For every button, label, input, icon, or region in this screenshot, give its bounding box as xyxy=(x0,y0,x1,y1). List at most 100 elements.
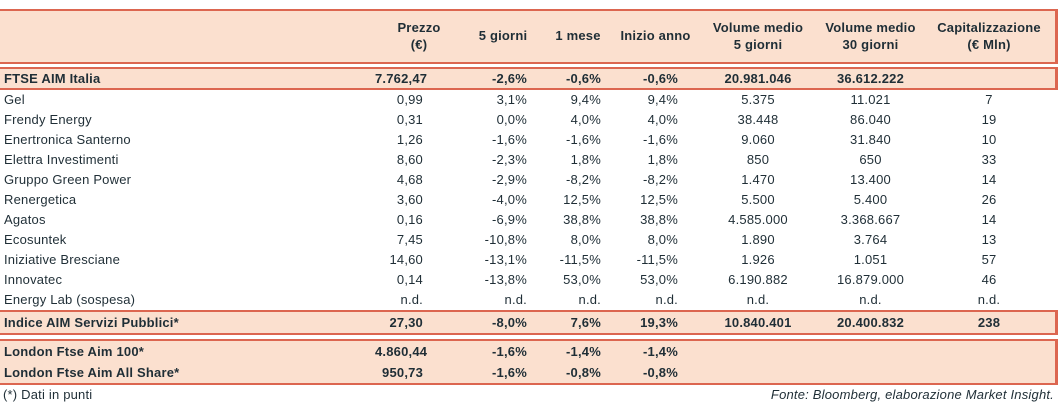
table-row: Indice AIM Servizi Pubblici* 27,30 -8,0% 7,… xyxy=(0,312,1055,333)
cell-pct-inizio-anno: -1,4% xyxy=(643,344,678,359)
cell-vol-medio-5g: 9.060 xyxy=(741,132,775,147)
cell-vol-medio-5g: 5.375 xyxy=(741,92,775,107)
row-label: Iniziative Bresciane xyxy=(4,252,120,267)
cell-pct-5-giorni: -6,9% xyxy=(492,212,527,227)
table-footer: (*) Dati in punti Fonte: Bloomberg, elab… xyxy=(0,385,1058,402)
cell-vol-medio-5g: 20.981.046 xyxy=(724,71,792,86)
column-header-vol-medio-5g: Volume medio 5 giorni xyxy=(712,20,804,52)
cell-capitalizzazione: 57 xyxy=(981,252,997,267)
row-label: London Ftse Aim 100* xyxy=(4,344,145,359)
row-label: FTSE AIM Italia xyxy=(4,71,101,86)
cell-prezzo: 0,14 xyxy=(396,272,423,287)
cell-pct-inizio-anno: 9,4% xyxy=(647,92,678,107)
cell-prezzo: 3,60 xyxy=(396,192,423,207)
cell-pct-5-giorni: -1,6% xyxy=(492,365,527,380)
cell-prezzo: 4,68 xyxy=(396,172,423,187)
cell-vol-medio-30g: 1.051 xyxy=(853,252,888,267)
cell-pct-5-giorni: n.d. xyxy=(504,292,527,307)
cell-capitalizzazione: 14 xyxy=(981,172,997,187)
cell-pct-inizio-anno: -8,2% xyxy=(643,172,678,187)
cell-prezzo: 0,99 xyxy=(396,92,423,107)
column-header-prezzo: Prezzo (€) xyxy=(397,20,441,52)
cell-pct-inizio-anno: -11,5% xyxy=(636,252,678,267)
row-label: Energy Lab (sospesa) xyxy=(4,292,136,307)
aim-italia-table: Prezzo (€) 5 giorni 1 mese Inizio anno Volum… xyxy=(0,9,1058,385)
cell-pct-5-giorni: -10,8% xyxy=(484,232,527,247)
footnote-dati-in-punti: (*) Dati in punti xyxy=(3,387,93,402)
cell-capitalizzazione: 10 xyxy=(981,132,997,147)
table-row: Energy Lab (sospesa) n.d. n.d. n.d. n.d. n.d.… xyxy=(0,290,1058,310)
cell-pct-inizio-anno: -1,6% xyxy=(643,132,678,147)
column-header-capitalizzazione: Capitalizzazione (€ Mln) xyxy=(937,20,1041,52)
cell-pct-inizio-anno: 12,5% xyxy=(640,192,678,207)
cell-pct-5-giorni: -2,3% xyxy=(492,152,527,167)
table-row: Enertronica Santerno 1,26 -1,6% -1,6% -1,6% 9… xyxy=(0,130,1058,150)
cell-capitalizzazione: 46 xyxy=(981,272,997,287)
table-row: Elettra Investimenti 8,60 -2,3% 1,8% 1,8% 850… xyxy=(0,150,1058,170)
cell-vol-medio-5g: 1.926 xyxy=(741,252,775,267)
row-label: Renergetica xyxy=(4,192,77,207)
table-row: London Ftse Aim All Share* 950,73 -1,6% -0,… xyxy=(0,362,1055,383)
cell-pct-5-giorni: 0,0% xyxy=(496,112,527,127)
cell-pct-5-giorni: -2,9% xyxy=(492,172,527,187)
cell-vol-medio-5g: 850 xyxy=(746,152,770,167)
table-row: Frendy Energy 0,31 0,0% 4,0% 4,0% 38.448 86.04… xyxy=(0,110,1058,130)
table-row: Agatos 0,16 -6,9% 38,8% 38,8% 4.585.000 3.368.… xyxy=(0,210,1058,230)
indice-aim-servizi-pubblici-section: Indice AIM Servizi Pubblici* 27,30 -8,0% 7,… xyxy=(0,310,1058,335)
cell-capitalizzazione xyxy=(923,69,1055,88)
cell-vol-medio-30g: n.d. xyxy=(859,292,882,307)
cell-pct-inizio-anno: 19,3% xyxy=(640,315,678,330)
cell-vol-medio-5g: 4.585.000 xyxy=(728,212,788,227)
cell-pct-5-giorni: -13,8% xyxy=(484,272,527,287)
cell-pct-1-mese: -1,4% xyxy=(566,344,601,359)
cell-pct-1-mese: 12,5% xyxy=(563,192,601,207)
cell-pct-inizio-anno: 8,0% xyxy=(647,232,678,247)
cell-prezzo: 4.860,44 xyxy=(375,344,428,359)
cell-capitalizzazione: n.d. xyxy=(977,292,1001,307)
cell-pct-5-giorni: -4,0% xyxy=(492,192,527,207)
cell-capitalizzazione: 238 xyxy=(977,315,1001,330)
cell-pct-5-giorni: 3,1% xyxy=(496,92,527,107)
cell-vol-medio-5g: 10.840.401 xyxy=(724,315,792,330)
cell-pct-inizio-anno: 53,0% xyxy=(640,272,678,287)
cell-vol-medio-5g: 1.470 xyxy=(741,172,775,187)
cell-vol-medio-30g: 650 xyxy=(859,152,882,167)
cell-pct-1-mese: 38,8% xyxy=(563,212,601,227)
column-header-pct-5-giorni: 5 giorni xyxy=(478,28,528,44)
cell-pct-5-giorni: -1,6% xyxy=(492,132,527,147)
row-label: Innovatec xyxy=(4,272,63,287)
row-label: Gel xyxy=(4,92,25,107)
cell-prezzo: 1,26 xyxy=(396,132,423,147)
row-label: Indice AIM Servizi Pubblici* xyxy=(4,315,179,330)
cell-pct-1-mese: 53,0% xyxy=(563,272,601,287)
table-row: London Ftse Aim 100* 4.860,44 -1,6% -1,4% -1… xyxy=(0,341,1055,362)
row-label: Frendy Energy xyxy=(4,112,92,127)
cell-capitalizzazione: 19 xyxy=(981,112,997,127)
column-header-pct-1-mese: 1 mese xyxy=(555,28,601,44)
cell-pct-5-giorni: -8,0% xyxy=(492,315,527,330)
cell-vol-medio-5g xyxy=(698,362,818,383)
column-header-name xyxy=(0,11,375,62)
cell-pct-inizio-anno: -0,8% xyxy=(643,365,678,380)
cell-pct-inizio-anno: 38,8% xyxy=(640,212,678,227)
table-row: Iniziative Bresciane 14,60 -13,1% -11,5% -11… xyxy=(0,250,1058,270)
cell-pct-inizio-anno: n.d. xyxy=(655,292,678,307)
london-ftse-section: London Ftse Aim 100* 4.860,44 -1,6% -1,4% -1… xyxy=(0,339,1058,385)
cell-prezzo: 7.762,47 xyxy=(375,71,428,86)
cell-pct-1-mese: -8,2% xyxy=(566,172,601,187)
row-label: Gruppo Green Power xyxy=(4,172,132,187)
cell-pct-inizio-anno: -0,6% xyxy=(643,71,678,86)
cell-pct-inizio-anno: 1,8% xyxy=(647,152,678,167)
cell-vol-medio-5g: n.d. xyxy=(746,292,770,307)
cell-pct-5-giorni: -2,6% xyxy=(492,71,527,86)
cell-vol-medio-5g: 5.500 xyxy=(741,192,775,207)
cell-capitalizzazione xyxy=(923,362,1055,383)
cell-pct-1-mese: 9,4% xyxy=(570,92,601,107)
table-row: Ecosuntek 7,45 -10,8% 8,0% 8,0% 1.890 3.764 13 xyxy=(0,230,1058,250)
cell-vol-medio-30g: 36.612.222 xyxy=(836,71,905,86)
cell-vol-medio-5g: 6.190.882 xyxy=(728,272,788,287)
cell-prezzo: 950,73 xyxy=(382,365,423,380)
row-label: Elettra Investimenti xyxy=(4,152,119,167)
cell-vol-medio-30g: 31.840 xyxy=(850,132,891,147)
